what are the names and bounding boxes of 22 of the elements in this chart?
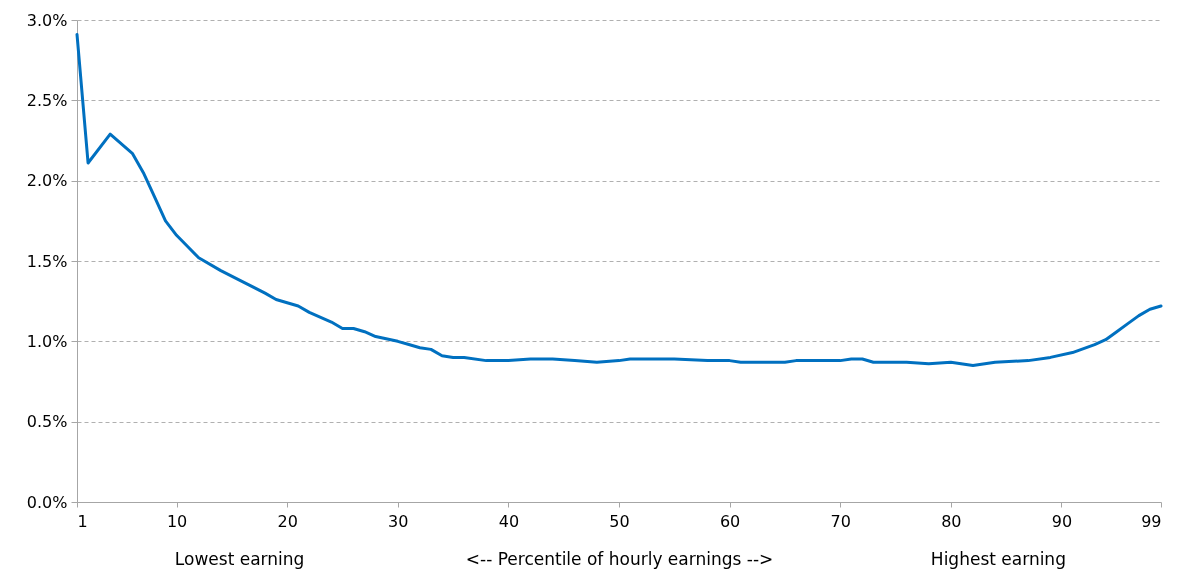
x-axis-title: <-- Percentile of hourly earnings -->	[465, 548, 774, 569]
y-tick-label: 2.0%	[26, 171, 68, 191]
y-tick-label: 0.5%	[26, 412, 68, 432]
line-series	[75, 32, 1163, 367]
x-tick-label: 70	[830, 511, 851, 531]
text: Lowest earning	[174, 549, 305, 569]
x-tick-label: 80	[941, 511, 962, 531]
x-tick-label: 60	[719, 511, 741, 531]
x-tick-label: 1	[77, 511, 88, 531]
y-tick-label: 0.0%	[26, 492, 68, 512]
x-tick-label: 10	[166, 511, 188, 531]
x-tick-label: 50	[609, 511, 630, 531]
x-tick-label: 40	[498, 511, 520, 531]
y-tick-label: 1.5%	[26, 251, 68, 271]
x-tick-label: 20	[277, 511, 298, 531]
x-tick-label: 90	[1051, 511, 1073, 531]
text: Highest earning	[930, 549, 1066, 569]
x-tick-label: 30	[388, 511, 409, 531]
x-tick-label: 99	[1141, 511, 1162, 531]
y-tick-label: 3.0%	[26, 10, 68, 30]
y-tick-label: 1.0%	[26, 331, 68, 351]
y-tick-label: 2.5%	[26, 90, 68, 110]
